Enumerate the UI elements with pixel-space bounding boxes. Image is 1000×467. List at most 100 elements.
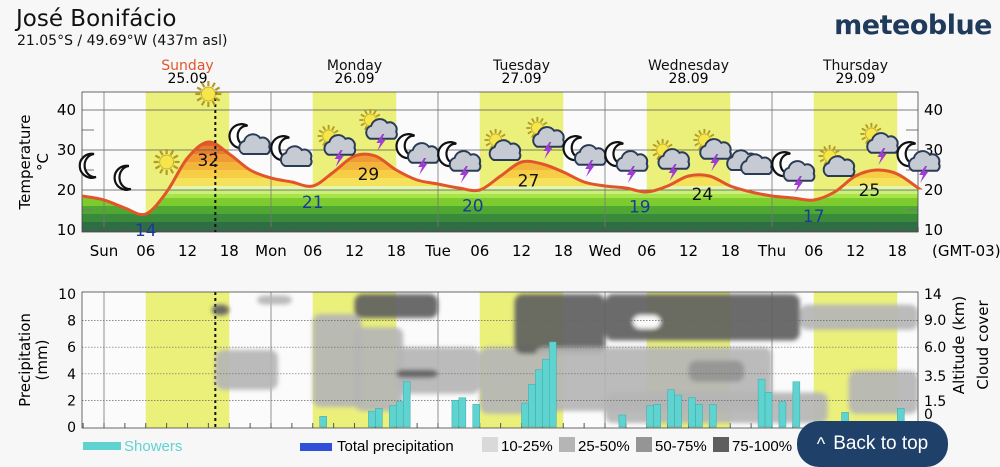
altitude-tick-label: 9.0 (924, 313, 946, 329)
temperature-band (82, 214, 918, 222)
cloud-icon (740, 153, 773, 175)
weather-icon-sun-cloud-thunder (317, 124, 357, 167)
sun-ray (214, 86, 221, 91)
sun-ray (656, 155, 661, 161)
y-tick-label: 40 (57, 101, 76, 119)
cloud-level-label: 75-100% (732, 438, 792, 455)
sun-ray (876, 127, 882, 132)
y-tick-label: 4 (67, 367, 76, 383)
y-tick-label-right: 40 (924, 101, 943, 119)
x-tick-label: 06 (470, 242, 489, 260)
cloud-icon (615, 150, 649, 172)
weather-icon-sun-cloud-thunder (359, 108, 398, 151)
showers-swatch (83, 442, 121, 450)
day-name: Monday (327, 58, 382, 74)
day-date: 26.09 (334, 71, 374, 87)
shower-bar (319, 416, 327, 428)
sun-ray (652, 152, 658, 157)
altitude-tick-label: 0 (924, 407, 933, 423)
weather-icon-sun-cloud-thunder (860, 122, 899, 165)
x-tick-label: 06 (303, 242, 322, 260)
shower-bar (653, 404, 661, 428)
sun-ray (159, 150, 164, 156)
total-precipitation-legend-label: Total precipitation (337, 438, 454, 455)
sun-ray (169, 150, 175, 156)
cloud-level-label: 50-75% (655, 438, 707, 455)
sun-ray (698, 129, 702, 135)
x-tick-label: 12 (345, 242, 364, 260)
weather-icon-sun (195, 81, 222, 107)
sun-ray (873, 123, 878, 129)
sun-ray (819, 158, 825, 163)
plot-frame (81, 291, 919, 429)
sun-ray (196, 97, 202, 102)
sun-ray (539, 117, 544, 123)
shower-bar (792, 381, 801, 428)
showers-legend-label: Showers (124, 438, 182, 455)
x-tick-label: Wed (589, 242, 622, 260)
x-tick-label: 18 (721, 242, 740, 260)
sun-ray (531, 117, 535, 123)
day-name: Thursday (822, 58, 888, 74)
sun-disc (200, 86, 216, 102)
sun-ray (665, 139, 669, 145)
cloud-icon (782, 160, 816, 182)
weather-icon-moon-cloud (228, 123, 271, 155)
y-tick-label: 20 (57, 181, 76, 199)
x-tick-label: 06 (804, 242, 823, 260)
sun-ray (318, 129, 324, 134)
sun-ray (861, 136, 866, 141)
sun-ray (173, 154, 179, 159)
y-tick-label: 30 (57, 141, 76, 159)
back-to-top-button[interactable]: ^ Back to top (797, 421, 948, 467)
day-date: 29.09 (835, 71, 875, 87)
sun-ray (527, 121, 532, 126)
day-date: 27.09 (501, 71, 541, 87)
sun-ray (694, 142, 699, 147)
sun-ray (214, 97, 221, 102)
shower-bar (618, 414, 627, 428)
location-title: José Bonifácio (16, 6, 177, 32)
thunder-icon (376, 134, 386, 151)
temperature-band (82, 190, 918, 194)
weather-icon-moon-cloud-thunder (896, 141, 941, 183)
shower-bar (709, 404, 717, 428)
shower-bar (521, 402, 529, 428)
altitude-tick-label: 1.5 (924, 394, 946, 410)
temperature-band (82, 186, 918, 190)
shower-bar (451, 400, 460, 428)
day-date: 28.09 (668, 71, 708, 87)
sun-ray (698, 145, 702, 151)
cloud-region (688, 360, 745, 382)
min-temperature-label: 17 (803, 207, 825, 227)
weather-icon-sun-cloud (818, 144, 856, 177)
cloud-icon (657, 148, 691, 170)
cloud-region (215, 349, 278, 390)
sun-ray (531, 133, 535, 139)
temperature-band (82, 194, 918, 198)
temperature-band (82, 178, 918, 186)
meteoblue-logo[interactable]: meteoblue (834, 10, 992, 41)
sun-ray (489, 129, 494, 135)
shower-bar (764, 392, 773, 428)
x-tick-label: 12 (178, 242, 197, 260)
thunder-icon (543, 142, 553, 159)
max-temperature-label: 24 (692, 185, 714, 205)
sun-ray (211, 100, 216, 106)
x-tick-label: Mon (255, 242, 287, 260)
y-tick-label: 0 (67, 420, 76, 436)
temperature-band (82, 206, 918, 214)
shower-bar (402, 381, 411, 428)
max-temperature-label: 27 (518, 172, 540, 192)
sun-ray (861, 127, 866, 132)
cloud-region (799, 304, 918, 330)
sun-ray (656, 139, 661, 145)
weather-icon-moon (113, 164, 132, 191)
temperature-line (81, 140, 924, 217)
sun-ray (501, 133, 506, 138)
day-name: Wednesday (648, 58, 729, 74)
cloud-level-swatch (482, 437, 498, 452)
sun-ray (542, 121, 548, 126)
cloud-cover-axis-title: Cloud cover (974, 300, 992, 390)
